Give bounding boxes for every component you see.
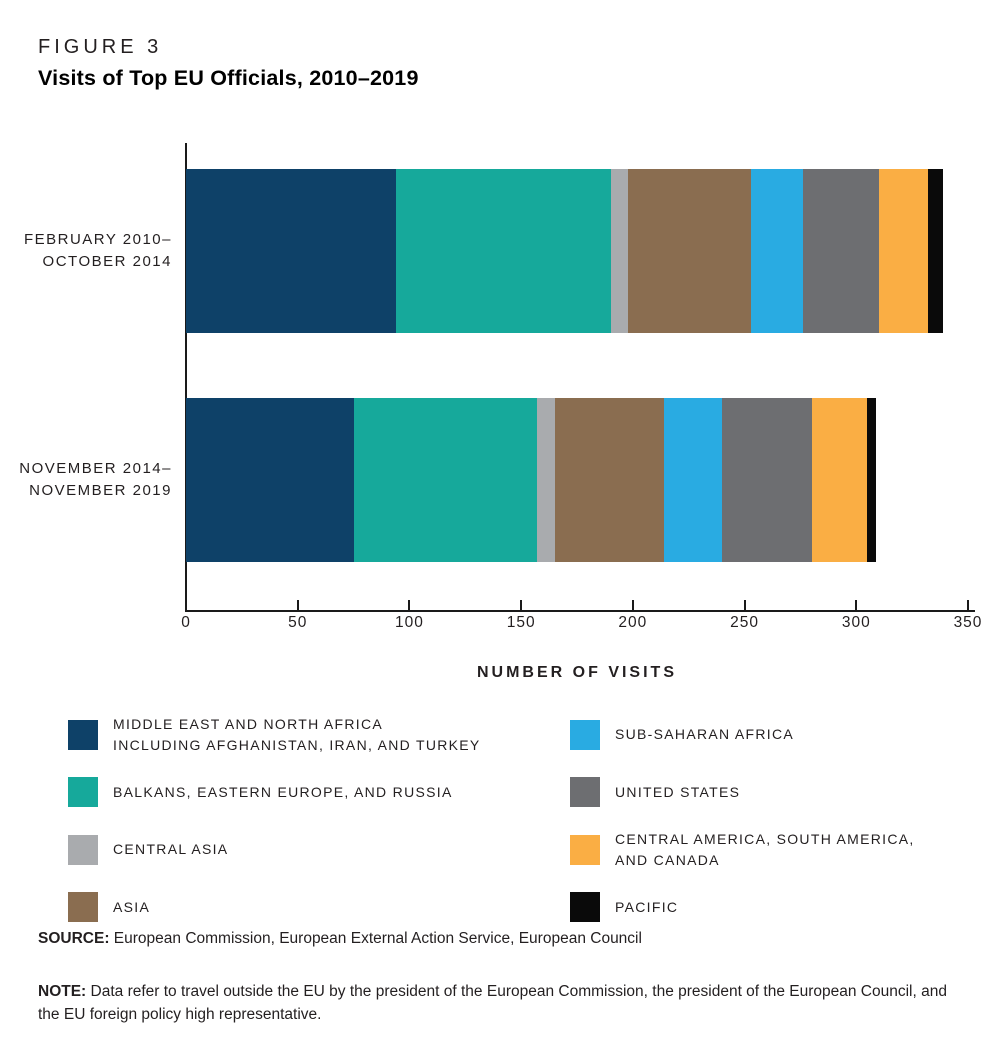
note-label: NOTE: — [38, 983, 87, 1000]
legend-label: UNITED STATES — [615, 782, 740, 803]
bar-segment — [536, 398, 555, 562]
bar-segment — [878, 169, 928, 333]
x-axis-tick-label: 0 — [181, 614, 191, 631]
legend-label: CENTRAL ASIA — [113, 839, 228, 860]
legend-label-line: CENTRAL AMERICA, SOUTH AMERICA, — [615, 830, 915, 847]
legend-item: SUB-SAHARAN AFRICA — [570, 706, 915, 764]
category-label-line: OCTOBER 2014 — [42, 253, 172, 270]
legend-swatch — [570, 892, 600, 923]
category-label: NOVEMBER 2014– NOVEMBER 2019 — [0, 398, 172, 562]
note-caption: NOTE: Data refer to travel outside the E… — [38, 980, 966, 1026]
bar-segment — [664, 398, 723, 562]
legend-item: CENTRAL AMERICA, SOUTH AMERICA, AND CANAD… — [570, 821, 915, 879]
legend-label: BALKANS, EASTERN EUROPE, AND RUSSIA — [113, 782, 453, 803]
legend-label-line: AND CANADA — [615, 851, 720, 868]
legend-label: ASIA — [113, 897, 150, 918]
category-label-line: NOVEMBER 2019 — [29, 482, 172, 499]
legend-label: MIDDLE EAST AND NORTH AFRICA INCLUDING AF… — [113, 714, 481, 756]
legend-label-line: UNITED STATES — [615, 783, 741, 800]
legend-label-line: INCLUDING AFGHANISTAN, IRAN, AND TURKEY — [113, 736, 481, 753]
note-text: Data refer to travel outside the EU by t… — [38, 983, 947, 1023]
category-label-line: FEBRUARY 2010– — [23, 231, 172, 248]
x-axis-tick-label: 300 — [841, 614, 871, 631]
x-axis-tick — [408, 600, 411, 610]
legend-label-line: ASIA — [113, 898, 151, 915]
x-axis-line — [185, 610, 975, 612]
x-axis-tick — [631, 600, 634, 610]
x-axis-tick-label: 200 — [618, 614, 648, 631]
x-axis-tick-label: 100 — [394, 614, 424, 631]
legend-label-line: SUB-SAHARAN AFRICA — [615, 726, 794, 743]
bar-segment — [396, 169, 611, 333]
legend-item: UNITED STATES — [570, 764, 915, 822]
bar-segment — [927, 169, 944, 333]
legend-swatch — [68, 777, 98, 808]
x-axis-title: NUMBER OF VISITS — [476, 664, 677, 681]
legend-swatch — [68, 719, 98, 750]
bar-row — [186, 169, 944, 333]
figure-title: Visits of Top EU Officials, 2010–2019 — [38, 66, 419, 90]
legend-swatch — [68, 892, 98, 923]
legend-label-line: PACIFIC — [615, 898, 679, 915]
category-label-line: NOVEMBER 2014– — [19, 460, 172, 477]
source-text: European Commission, European External A… — [109, 930, 642, 947]
stacked-bar-chart: NUMBER OF VISITS FEBRUARY 2010– OCTOBER 2… — [0, 143, 983, 681]
source-label: SOURCE: — [38, 930, 110, 947]
x-axis-tick-label: 50 — [288, 614, 308, 631]
bar-segment — [722, 398, 812, 562]
legend-swatch — [570, 777, 600, 808]
figure-number: FIGURE 3 — [38, 36, 163, 58]
x-axis-tick — [185, 600, 187, 610]
legend-swatch — [68, 834, 98, 865]
x-axis-tick — [296, 600, 299, 610]
category-label: FEBRUARY 2010– OCTOBER 2014 — [0, 169, 172, 333]
x-axis-tick-label: 350 — [953, 614, 983, 631]
legend-label: PACIFIC — [615, 897, 678, 918]
legend-label: CENTRAL AMERICA, SOUTH AMERICA, AND CANAD… — [615, 829, 915, 871]
bar-segment — [867, 398, 877, 562]
x-axis-tick — [967, 600, 969, 610]
x-axis-tick — [855, 600, 858, 610]
legend-item: ASIA — [68, 879, 570, 937]
bar-segment — [186, 169, 397, 333]
chart-legend: MIDDLE EAST AND NORTH AFRICA INCLUDING AF… — [68, 706, 915, 936]
bar-segment — [628, 169, 752, 333]
bar-segment — [186, 398, 354, 562]
bar-row — [186, 398, 877, 562]
bar-segment — [610, 169, 629, 333]
legend-label-line: BALKANS, EASTERN EUROPE, AND RUSSIA — [113, 783, 453, 800]
bar-segment — [353, 398, 537, 562]
x-axis-tick — [743, 600, 746, 610]
figure-header: FIGURE 3 Visits of Top EU Officials, 201… — [38, 36, 419, 91]
bar-segment — [802, 169, 879, 333]
bar-segment — [554, 398, 665, 562]
legend-swatch — [570, 834, 600, 865]
legend-swatch — [570, 719, 600, 750]
legend-item: MIDDLE EAST AND NORTH AFRICA INCLUDING AF… — [68, 706, 570, 764]
legend-item: PACIFIC — [570, 879, 915, 937]
y-axis-line — [185, 143, 187, 611]
bar-segment — [811, 398, 868, 562]
legend-item: BALKANS, EASTERN EUROPE, AND RUSSIA — [68, 764, 570, 822]
legend-item: CENTRAL ASIA — [68, 821, 570, 879]
legend-label: SUB-SAHARAN AFRICA — [615, 724, 794, 745]
legend-label-line: CENTRAL ASIA — [113, 841, 229, 858]
source-caption: SOURCE: European Commission, European Ex… — [38, 930, 642, 948]
bar-segment — [751, 169, 803, 333]
x-axis-tick-label: 150 — [506, 614, 536, 631]
x-axis-tick — [520, 600, 523, 610]
legend-label-line: MIDDLE EAST AND NORTH AFRICA — [113, 715, 384, 732]
x-axis-tick-label: 250 — [730, 614, 759, 631]
